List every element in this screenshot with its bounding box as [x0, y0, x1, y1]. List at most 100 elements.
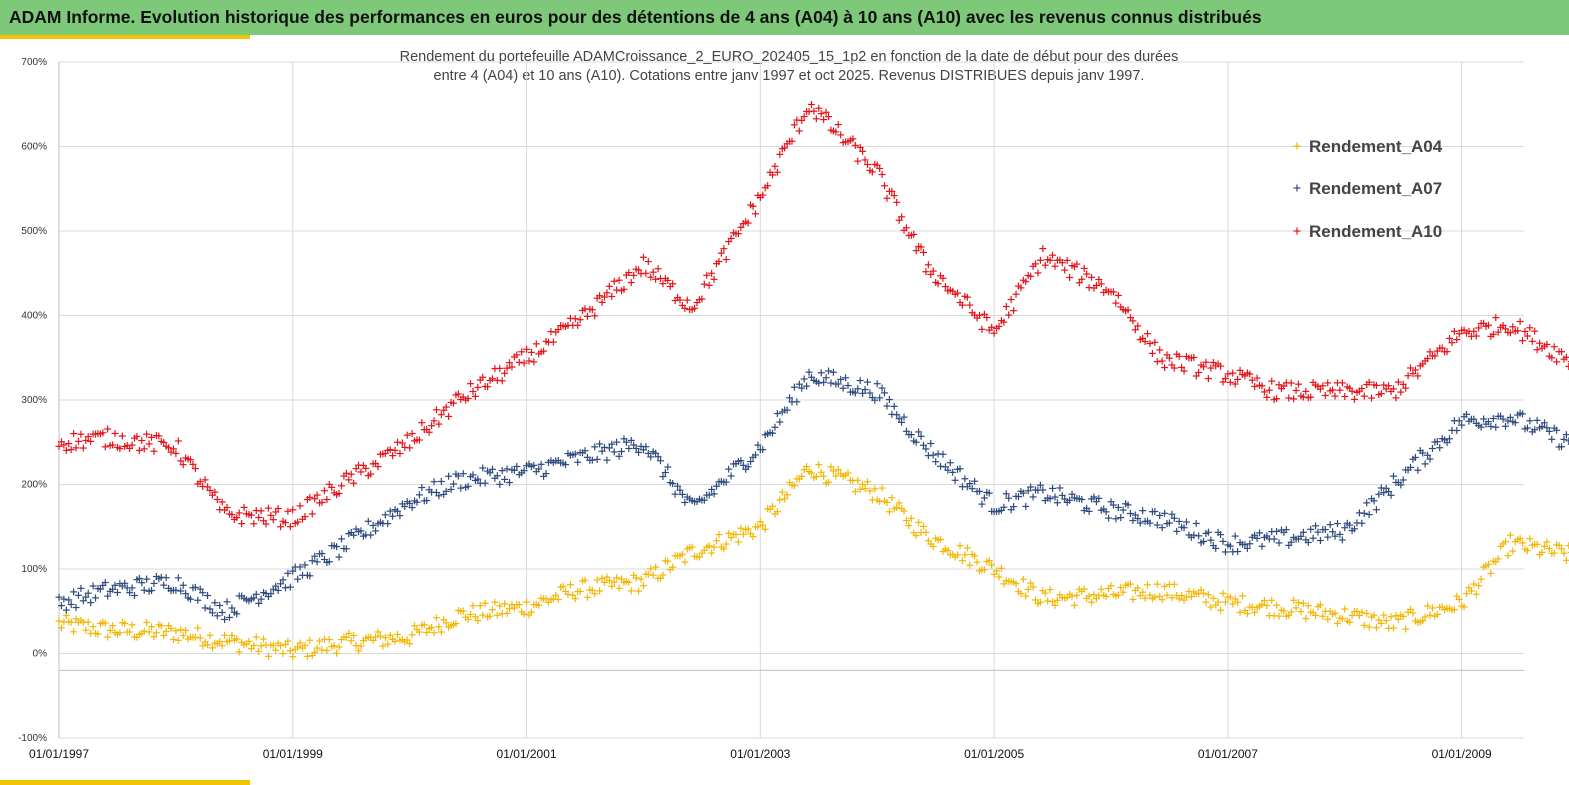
data-point [854, 476, 862, 484]
data-point [496, 480, 504, 488]
data-point [871, 396, 879, 404]
data-point [72, 604, 80, 612]
data-point [605, 282, 613, 290]
data-point [425, 428, 433, 436]
data-point [1424, 602, 1432, 610]
data-point [109, 585, 117, 593]
data-point [893, 411, 901, 419]
data-point [902, 517, 910, 525]
data-point [1258, 542, 1266, 550]
data-point [313, 491, 321, 499]
data-point [1455, 595, 1463, 603]
data-point [759, 521, 767, 529]
data-point [1302, 387, 1310, 395]
data-point [1168, 594, 1176, 602]
data-point [822, 374, 830, 382]
data-point [506, 605, 514, 613]
data-point [191, 465, 199, 473]
data-point [1372, 506, 1380, 514]
data-point [1450, 327, 1458, 335]
data-point [1102, 592, 1110, 600]
data-point [1372, 624, 1380, 632]
data-point [1424, 355, 1432, 363]
data-point [262, 520, 270, 528]
data-point [1526, 417, 1534, 425]
data-point [600, 293, 608, 301]
data-point [732, 530, 740, 538]
y-axis-ticks: -100% 0% 100% 200% 300% 400% 500% 600% 700% [18, 57, 47, 744]
data-point [1253, 374, 1261, 382]
data-point [160, 438, 168, 446]
data-point [150, 447, 158, 455]
data-point [591, 312, 599, 320]
chart-title-line-2: entre 4 (A04) et 10 ans (A10). Cotations… [434, 68, 1145, 84]
data-point [1523, 424, 1531, 432]
data-point [1226, 593, 1234, 601]
data-point [681, 558, 689, 566]
data-point [174, 636, 182, 644]
data-point [800, 113, 808, 121]
data-point [303, 652, 311, 660]
data-point [1558, 348, 1566, 356]
data-point [1192, 519, 1200, 527]
data-point [776, 150, 784, 158]
data-point [1494, 328, 1502, 336]
data-point [196, 585, 204, 593]
data-point [1126, 580, 1134, 588]
data-point [1360, 509, 1368, 517]
data-point [135, 446, 143, 454]
data-point [1275, 612, 1283, 620]
data-point [627, 436, 635, 444]
data-point [1545, 427, 1553, 435]
data-point [111, 429, 119, 437]
data-point [990, 329, 998, 337]
data-point [272, 646, 280, 654]
data-point [1380, 489, 1388, 497]
data-point [834, 466, 842, 474]
data-point [988, 323, 996, 331]
data-point [1097, 585, 1105, 593]
data-point [306, 493, 314, 501]
data-point [1531, 426, 1539, 434]
data-point [143, 575, 151, 583]
data-point [398, 439, 406, 447]
data-point [350, 631, 358, 639]
data-point [958, 557, 966, 565]
data-point [1080, 585, 1088, 593]
data-point [1365, 378, 1373, 386]
data-point [807, 469, 815, 477]
data-point [963, 293, 971, 301]
data-point [491, 598, 499, 606]
data-point [1109, 288, 1117, 296]
data-point [1024, 487, 1032, 495]
data-point [471, 613, 479, 621]
data-point [294, 518, 302, 526]
data-point [60, 441, 68, 449]
data-point [1090, 591, 1098, 599]
data-point [172, 449, 180, 457]
data-point [1426, 455, 1434, 463]
data-point [681, 304, 689, 312]
data-point [1470, 580, 1478, 588]
data-point [1519, 539, 1527, 547]
data-point [84, 589, 92, 597]
data-point [759, 191, 767, 199]
data-point [1000, 318, 1008, 326]
data-point [1548, 435, 1556, 443]
data-point [498, 377, 506, 385]
data-point [216, 602, 224, 610]
data-point [574, 458, 582, 466]
data-point [474, 475, 482, 483]
data-point [396, 449, 404, 457]
data-point [922, 445, 930, 453]
data-point [1260, 597, 1268, 605]
data-point [790, 121, 798, 129]
data-point [527, 608, 535, 616]
data-point [734, 230, 742, 238]
data-point [70, 430, 78, 438]
data-point [1265, 386, 1273, 394]
data-point [1012, 290, 1020, 298]
data-point [126, 589, 134, 597]
data-point [710, 275, 718, 283]
data-point [60, 595, 68, 603]
